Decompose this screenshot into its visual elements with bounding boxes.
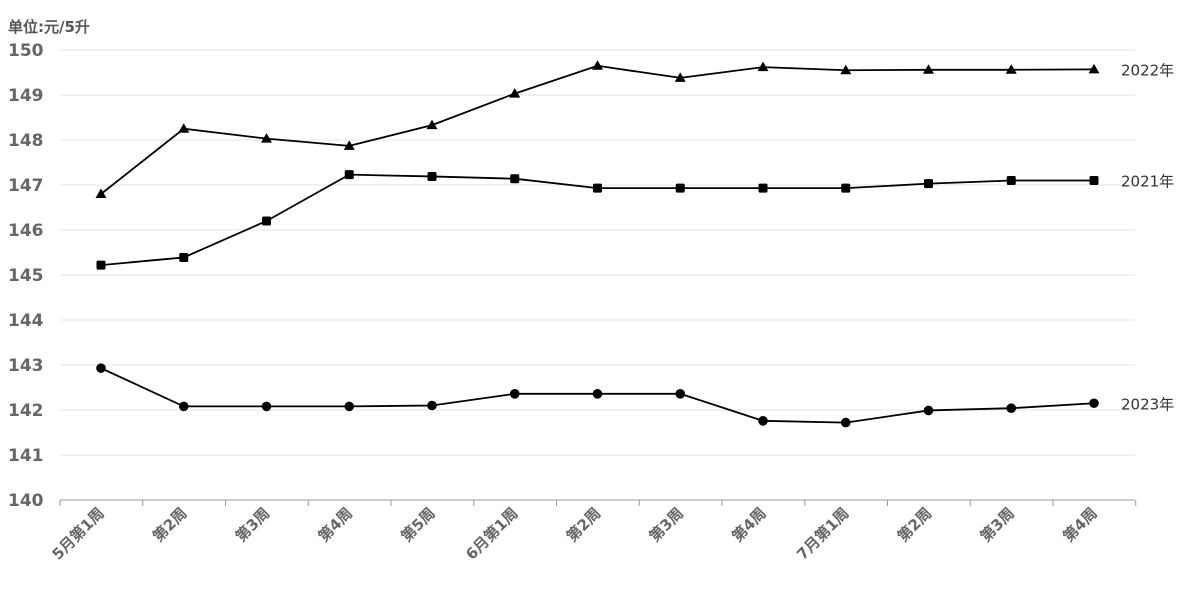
- series-label: 2021年: [1121, 173, 1174, 191]
- data-point: [96, 260, 106, 270]
- data-point: [592, 60, 603, 70]
- data-point: [510, 174, 520, 184]
- data-point: [343, 140, 355, 150]
- series-line: [100, 64, 1095, 195]
- data-point: [758, 416, 768, 426]
- data-point: [96, 363, 106, 373]
- y-tick-label: 144: [8, 311, 44, 331]
- x-tick-label: 第2周: [894, 504, 935, 545]
- data-point: [923, 405, 934, 416]
- y-tick-label: 146: [8, 221, 44, 241]
- data-point: [178, 123, 190, 133]
- y-tick-label: 147: [8, 176, 44, 196]
- data-point: [344, 401, 355, 412]
- data-point: [426, 119, 438, 130]
- data-point: [262, 216, 271, 226]
- data-point: [427, 400, 437, 411]
- series-circle: 2023年: [96, 363, 1174, 428]
- data-point: [758, 183, 768, 193]
- data-point: [179, 252, 189, 262]
- data-point: [593, 183, 602, 193]
- y-tick-label: 141: [8, 446, 44, 466]
- unit-label: 单位:元/5升: [8, 18, 90, 36]
- data-point: [592, 389, 603, 399]
- data-point: [757, 61, 769, 72]
- x-tick-label: 第3周: [646, 504, 687, 545]
- data-point: [924, 179, 933, 189]
- series-label: 2023年: [1121, 395, 1174, 413]
- series-triangle: 2022年: [95, 60, 1174, 198]
- data-point: [675, 183, 685, 193]
- grid-layer: [60, 49, 1135, 456]
- data-point: [95, 188, 107, 198]
- x-tick-label: 第3周: [232, 504, 273, 545]
- data-point: [261, 401, 272, 412]
- data-point: [923, 64, 934, 74]
- data-point: [1089, 398, 1099, 409]
- x-tick-label: 第4周: [315, 504, 356, 545]
- data-point: [841, 183, 851, 193]
- y-axis-tick-labels: 140 141 142 143 144 145 146 147 148 149 150: [8, 41, 44, 511]
- x-tick-label: 第2周: [563, 504, 604, 545]
- x-tick-label: 第4周: [729, 504, 770, 545]
- y-tick-label: 145: [8, 266, 44, 286]
- y-tick-label: 142: [8, 401, 44, 421]
- data-point: [261, 133, 272, 143]
- data-point: [1006, 176, 1016, 185]
- series-square: 2021年: [96, 170, 1174, 270]
- x-axis: 5月第1周 第2周 第3周 第4周 第5周 6月第1周 第2周 第3周 第4周 7月第1周 第2周第…: [49, 499, 1137, 563]
- data-point: [840, 417, 851, 428]
- series-layer: 2022年 2021年 2023年: [95, 60, 1174, 428]
- y-tick-label: 148: [8, 131, 44, 151]
- x-tick-label: 第5周: [398, 504, 439, 545]
- y-tick-label: 143: [8, 356, 44, 376]
- data-point: [509, 88, 521, 98]
- y-tick-label: 150: [8, 41, 44, 61]
- data-point: [509, 389, 520, 399]
- x-tick-label: 5月第1周: [49, 504, 108, 563]
- x-tick-label: 7月第1周: [793, 504, 852, 563]
- data-point: [1088, 63, 1100, 74]
- data-point: [344, 170, 354, 180]
- x-tick-label: 第2周: [149, 504, 190, 545]
- data-point: [178, 401, 189, 412]
- data-point: [1005, 64, 1017, 74]
- data-point: [427, 171, 437, 181]
- x-tick-label: 第4周: [1060, 504, 1101, 545]
- y-tick-label: 149: [8, 86, 44, 106]
- series-label: 2022年: [1121, 61, 1174, 79]
- data-point: [674, 72, 686, 82]
- y-tick-label: 140: [8, 491, 44, 511]
- x-tick-label: 第3周: [977, 504, 1018, 545]
- data-point: [840, 64, 852, 75]
- data-point: [675, 389, 686, 399]
- data-point: [1006, 403, 1017, 414]
- data-point: [1089, 176, 1099, 185]
- x-tick-label: 6月第1周: [462, 504, 521, 563]
